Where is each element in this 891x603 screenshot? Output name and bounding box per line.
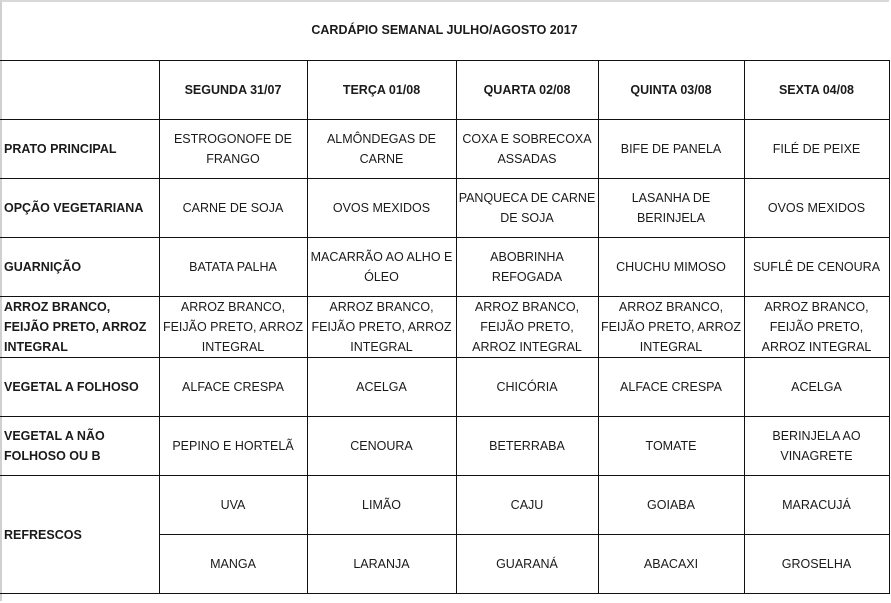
menu-cell: CARNE DE SOJA [158,178,308,238]
menu-cell: BATATA PALHA [158,237,308,297]
table-row: REFRESCOS UVA LIMÃO CAJU GOIABA MARACUJÁ [0,475,890,594]
menu-cell: SUFLÊ DE CENOURA [743,237,890,297]
menu-cell: CHUCHU MIMOSO [597,237,745,297]
menu-cell: ACELGA [306,357,457,417]
menu-cell: ARROZ BRANCO, FEIJÃO PRETO, ARROZ INTEGR… [597,296,745,358]
header-row: SEGUNDA 31/07 TERÇA 01/08 QUARTA 02/08 QUIN… [0,60,890,120]
row-label: PRATO PRINCIPAL [0,119,160,179]
menu-cell: BETERRABA [455,416,599,476]
table-row: ARROZ BRANCO, FEIJÃO PRETO, ARROZ INTEGR… [0,296,890,358]
weekly-menu-table: SEGUNDA 31/07 TERÇA 01/08 QUARTA 02/08 QUIN… [0,60,890,594]
menu-cell: MACARRÃO AO ALHO E ÓLEO [306,237,457,297]
menu-cell: BIFE DE PANELA [597,119,745,179]
table-row: GUARNIÇÃO BATATA PALHA MACARRÃO AO ALHO E … [0,237,890,297]
menu-cell: MANGA [159,534,308,594]
row-label: REFRESCOS [0,475,160,594]
menu-cell: GOIABA [597,475,745,535]
menu-cell: PANQUECA DE CARNE DE SOJA [455,178,599,238]
menu-cell: COXA E SOBRECOXA ASSADAS [455,119,599,179]
menu-cell: CENOURA [306,416,457,476]
menu-cell: ESTROGONOFE DE FRANGO [158,119,308,179]
row-label: OPÇÃO VEGETARIANA [0,178,160,238]
menu-cell: CAJU [455,475,599,535]
menu-cell: ACELGA [743,357,890,417]
row-label: VEGETAL A FOLHOSO [0,357,160,417]
menu-cell: GROSELHA [743,534,890,594]
table-row: MANGA LARANJA GUARANÁ ABACAXI GROSELHA [0,534,890,594]
menu-cell: GUARANÁ [455,534,599,594]
menu-cell: ARROZ BRANCO, FEIJÃO PRETO, ARROZ INTEGR… [743,296,890,358]
menu-cell: LIMÃO [306,475,457,535]
menu-cell: OVOS MEXIDOS [743,178,890,238]
menu-cell: ALFACE CRESPA [158,357,308,417]
day-header: QUARTA 02/08 [455,60,599,120]
corner-cell [0,60,160,120]
day-header: TERÇA 01/08 [306,60,457,120]
table-row: OPÇÃO VEGETARIANA CARNE DE SOJA OVOS MEXID… [0,178,890,238]
menu-title: CARDÁPIO SEMANAL JULHO/AGOSTO 2017 [311,23,578,37]
table-row: PRATO PRINCIPAL ESTROGONOFE DE FRANGO ALMÔ… [0,119,890,179]
menu-cell: LASANHA DE BERINJELA [597,178,745,238]
menu-cell: ARROZ BRANCO, FEIJÃO PRETO, ARROZ INTEGR… [306,296,457,358]
table-row: VEGETAL A FOLHOSO ALFACE CRESPA ACELGA CHIC… [0,357,890,417]
menu-cell: PEPINO E HORTELÃ [158,416,308,476]
menu-cell: ARROZ BRANCO, FEIJÃO PRETO, ARROZ INTEGR… [158,296,308,358]
day-header: SEXTA 04/08 [743,60,890,120]
menu-cell: ABACAXI [597,534,745,594]
menu-cell: BERINJELA AO VINAGRETE [743,416,890,476]
day-header: QUINTA 03/08 [597,60,745,120]
menu-cell: MARACUJÁ [743,475,890,535]
menu-cell: ALMÔNDEGAS DE CARNE [306,119,457,179]
row-label: GUARNIÇÃO [0,237,160,297]
table-row: VEGETAL A NÃO FOLHOSO OU B PEPINO E HORTE… [0,416,890,476]
row-label: ARROZ BRANCO, FEIJÃO PRETO, ARROZ INTEGR… [0,296,160,358]
menu-cell: ABOBRINHA REFOGADA [455,237,599,297]
menu-cell: LARANJA [306,534,457,594]
menu-cell: TOMATE [597,416,745,476]
menu-cell: CHICÓRIA [455,357,599,417]
menu-cell: FILÉ DE PEIXE [743,119,890,179]
row-label: VEGETAL A NÃO FOLHOSO OU B [0,416,160,476]
menu-cell: ARROZ BRANCO, FEIJÃO PRETO, ARROZ INTEGR… [455,296,599,358]
day-header: SEGUNDA 31/07 [158,60,308,120]
menu-cell: ALFACE CRESPA [597,357,745,417]
menu-cell: UVA [158,475,308,535]
menu-cell: OVOS MEXIDOS [306,178,457,238]
